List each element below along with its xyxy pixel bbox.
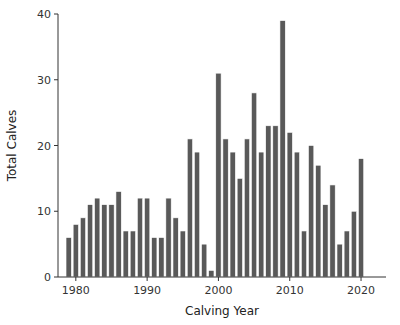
- bar: [187, 139, 192, 277]
- x-tick: [289, 277, 290, 281]
- x-tick: [361, 277, 362, 281]
- y-tick-label: 0: [44, 271, 51, 284]
- bar: [73, 224, 78, 277]
- bar: [244, 139, 249, 277]
- bar: [209, 270, 214, 277]
- y-tick: [54, 277, 58, 278]
- bar: [130, 231, 135, 277]
- bar: [330, 185, 335, 277]
- y-tick-label: 30: [37, 74, 51, 87]
- bar: [80, 218, 85, 277]
- bar: [251, 93, 256, 277]
- bar: [344, 231, 349, 277]
- bar: [144, 198, 149, 277]
- bar: [137, 198, 142, 277]
- bar: [230, 152, 235, 277]
- bar: [316, 165, 321, 277]
- y-axis-label: Total Calves: [5, 110, 19, 183]
- bar: [152, 238, 157, 277]
- bar: [358, 159, 363, 277]
- bar: [116, 192, 121, 277]
- bar: [216, 73, 221, 277]
- bar: [301, 231, 306, 277]
- bar: [273, 126, 278, 277]
- bar: [95, 198, 100, 277]
- bar: [223, 139, 228, 277]
- y-tick: [54, 145, 58, 146]
- bar: [266, 126, 271, 277]
- chart-container: 1980 1990 2000 2010 2020 0 10 20 30 40 Calving Yea…: [0, 0, 400, 325]
- y-tick: [54, 14, 58, 15]
- bar: [180, 231, 185, 277]
- bar: [87, 205, 92, 277]
- x-tick: [218, 277, 219, 281]
- x-tick: [75, 277, 76, 281]
- bar: [337, 244, 342, 277]
- bars: [66, 21, 364, 277]
- x-tick-label: 2010: [276, 284, 304, 297]
- bar: [351, 211, 356, 277]
- bar: [294, 152, 299, 277]
- x-axis-label: Calving Year: [185, 304, 259, 318]
- chart-svg: 1980 1990 2000 2010 2020 0 10 20 30 40 Calving Yea…: [0, 0, 400, 325]
- bar: [173, 218, 178, 277]
- y-tick-label: 10: [37, 205, 51, 218]
- bar: [280, 21, 285, 277]
- bar: [287, 132, 292, 277]
- y-tick: [54, 211, 58, 212]
- bar: [308, 146, 313, 278]
- bar: [237, 178, 242, 277]
- x-tick-label: 2020: [347, 284, 375, 297]
- bar: [66, 238, 71, 277]
- x-tick: [147, 277, 148, 281]
- bar: [166, 198, 171, 277]
- y-tick: [54, 79, 58, 80]
- bar: [323, 205, 328, 277]
- bar: [109, 205, 114, 277]
- axes: 1980 1990 2000 2010 2020 0 10 20 30 40: [37, 8, 386, 297]
- bar: [194, 152, 199, 277]
- bar: [102, 205, 107, 277]
- bar: [202, 244, 207, 277]
- x-axis-line: [58, 277, 386, 278]
- bar: [123, 231, 128, 277]
- y-tick-label: 40: [37, 8, 51, 21]
- x-tick-label: 2000: [204, 284, 232, 297]
- y-tick-label: 20: [37, 140, 51, 153]
- bar: [159, 238, 164, 277]
- x-tick-label: 1990: [133, 284, 161, 297]
- x-tick-label: 1980: [62, 284, 90, 297]
- bar: [259, 152, 264, 277]
